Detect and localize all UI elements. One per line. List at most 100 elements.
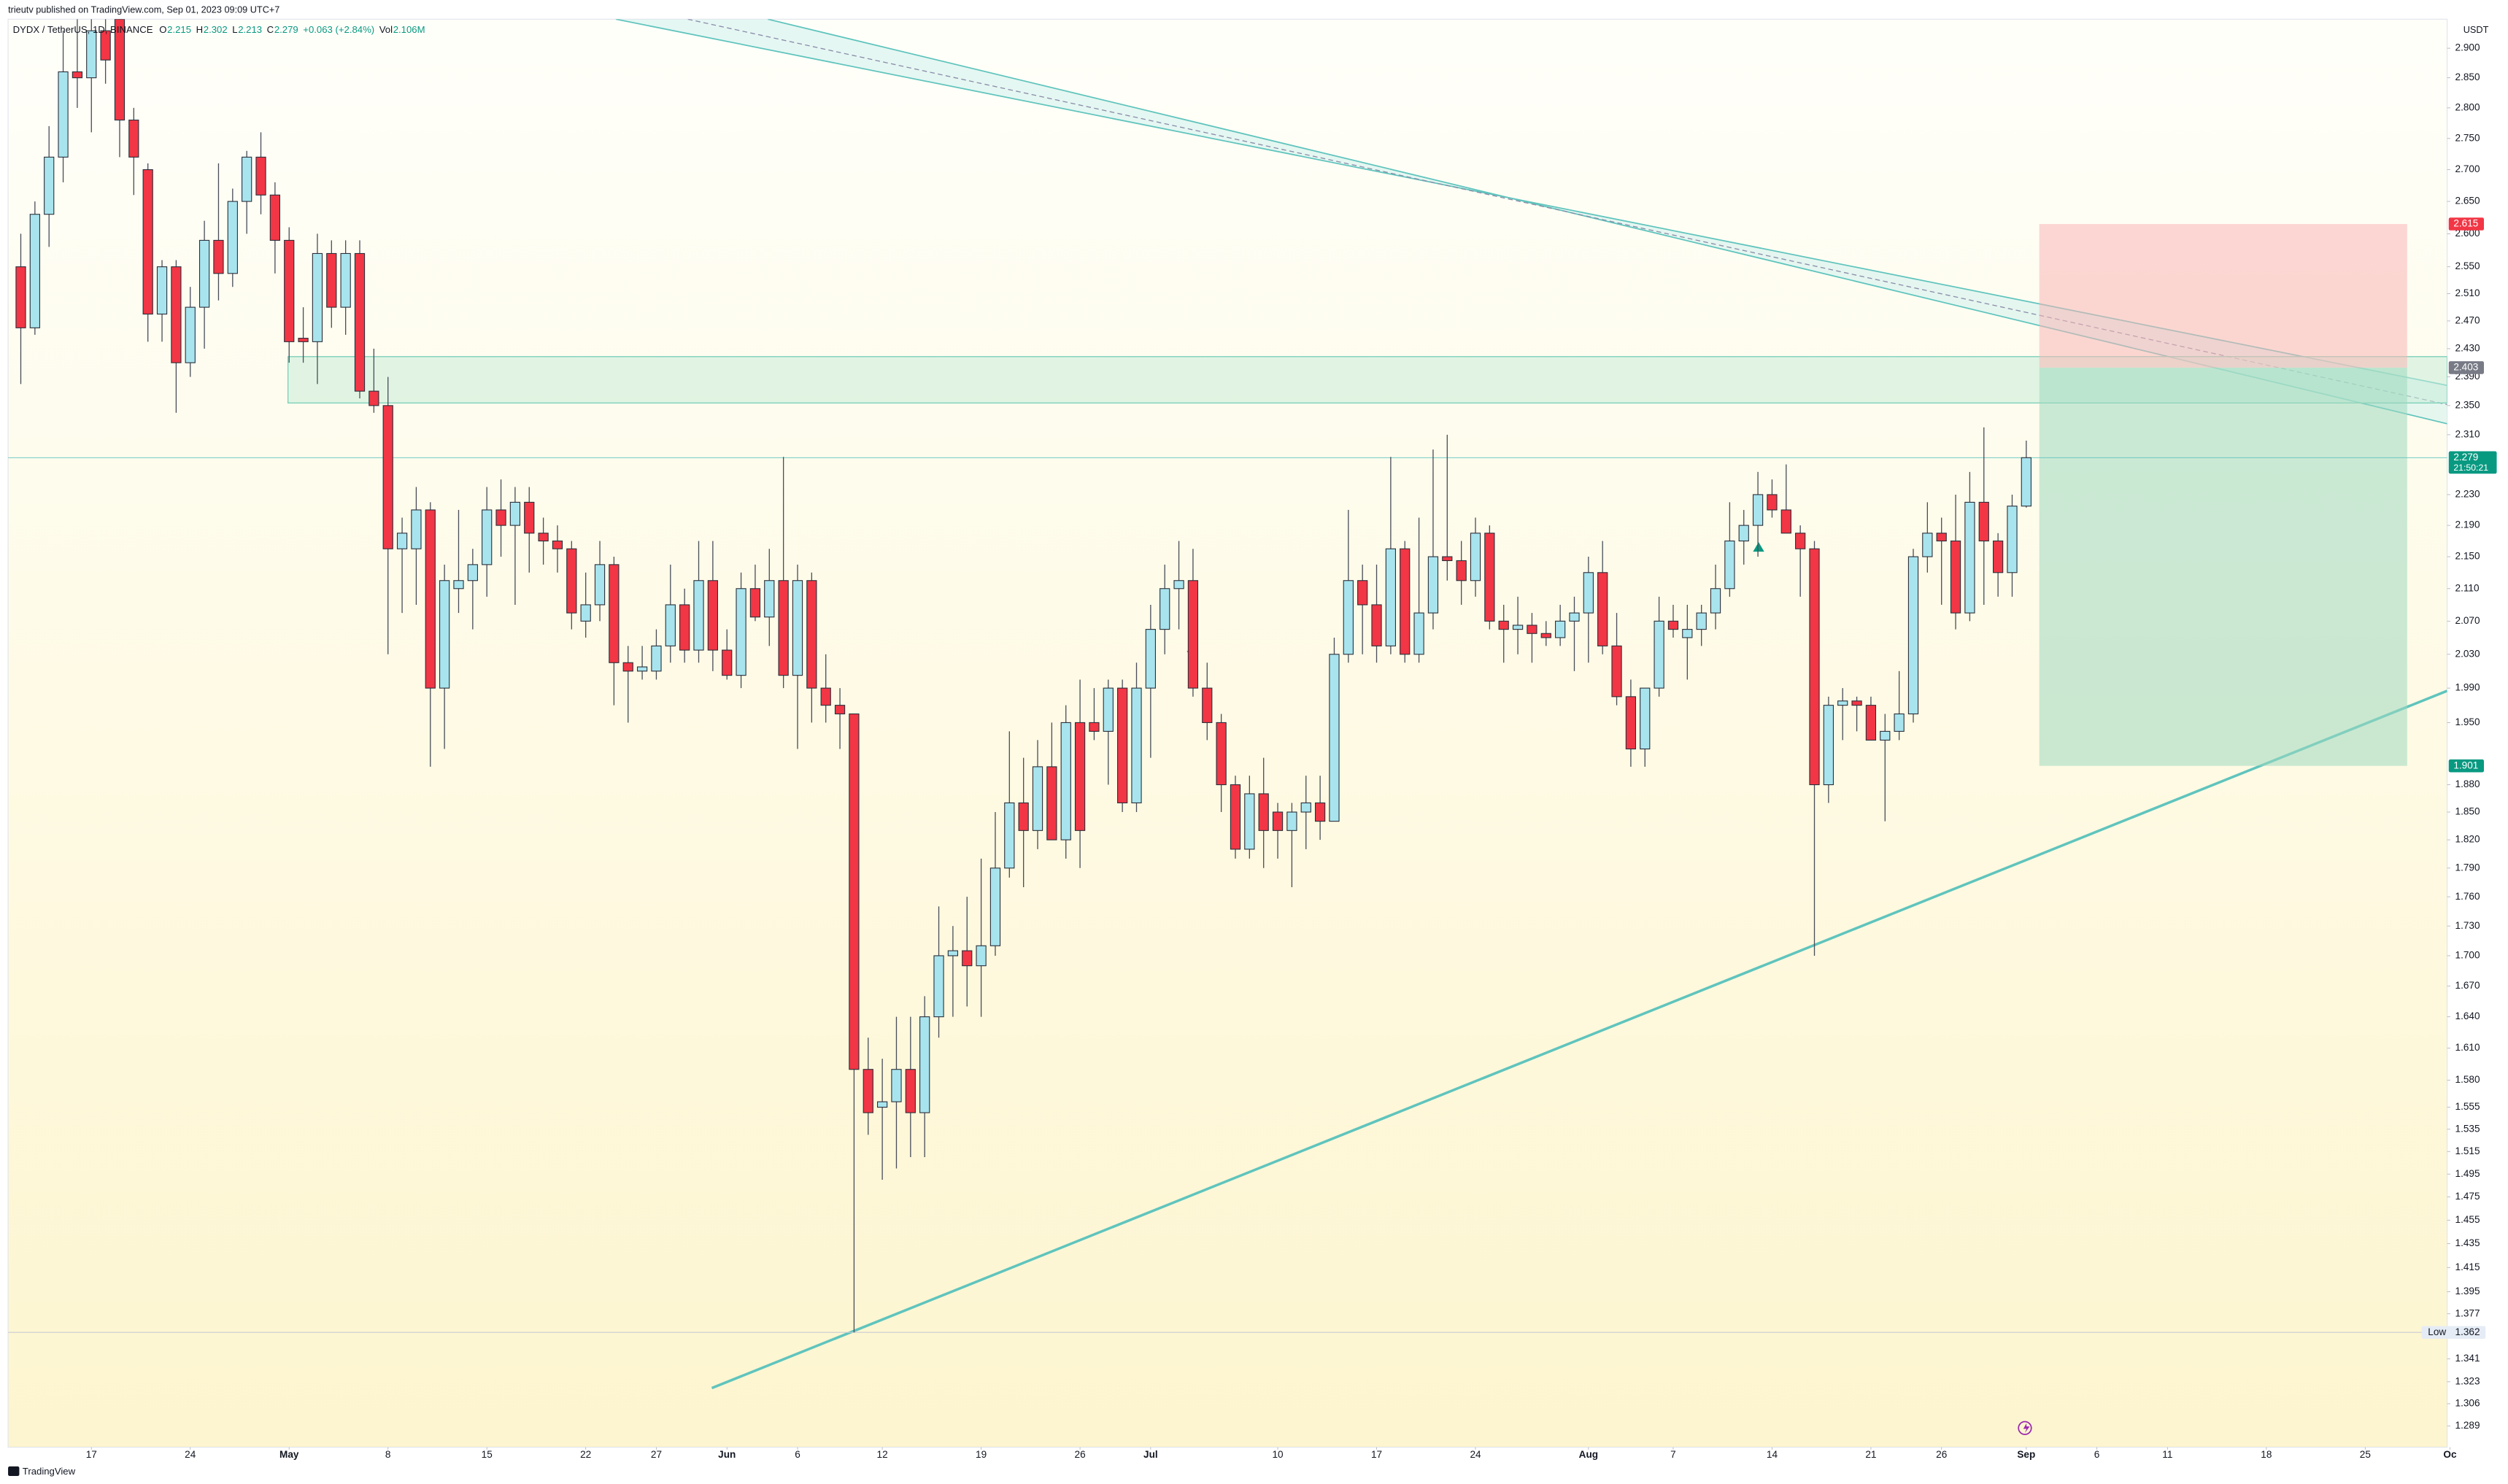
price-tag <box>2448 217 2485 231</box>
y-tick-label: 1.555 <box>2455 1101 2480 1112</box>
candle-body <box>1682 629 1693 638</box>
legend: DYDX / TetherUS, 1D, BINANCE O 2.215 H 2.30… <box>13 24 425 35</box>
legend-item: O <box>159 24 166 35</box>
candle-body <box>411 509 422 549</box>
candle-body <box>1314 802 1326 822</box>
candle-body <box>1089 722 1100 732</box>
candle-body <box>636 666 648 672</box>
candle-body <box>326 252 337 308</box>
candle-body <box>369 390 379 406</box>
y-tick-label: 1.610 <box>2455 1042 2480 1053</box>
legend-item: 2.215 <box>167 24 191 35</box>
x-tick-label: 8 <box>385 1449 391 1460</box>
target-zone <box>2039 367 2407 766</box>
candle-body <box>1992 540 2004 573</box>
candle-body <box>1823 705 1834 786</box>
candle-body <box>86 30 97 79</box>
candle-body <box>1329 654 1340 822</box>
candle-body <box>1343 580 1354 655</box>
candle-body <box>114 19 126 121</box>
candle-body <box>905 1069 916 1113</box>
event-icon[interactable] <box>2018 1421 2032 1435</box>
x-tick-label: 21 <box>1865 1449 1876 1460</box>
candle-body <box>707 580 718 651</box>
legend-item: +0.063 (+2.84%) <box>303 24 374 35</box>
candle-body <box>693 580 704 651</box>
x-tick-label: 17 <box>86 1449 97 1460</box>
candle-body <box>651 645 662 672</box>
candle-body <box>1540 633 1551 638</box>
candle-body <box>100 30 111 61</box>
price-tag-label: 1.901 <box>2453 760 2478 770</box>
x-tick-label: Sep <box>2017 1449 2035 1460</box>
candle-body <box>1456 560 1467 581</box>
low-value: 1.362 <box>2455 1326 2480 1337</box>
y-tick-label: 1.820 <box>2455 834 2480 845</box>
y-tick-label: 2.070 <box>2455 615 2480 626</box>
candle-body <box>185 306 196 363</box>
candle-body <box>1117 687 1128 804</box>
y-tick-label: 1.306 <box>2455 1398 2480 1409</box>
countdown: 21:50:21 <box>2453 463 2488 473</box>
candle-body <box>1400 548 1411 655</box>
candle-body <box>482 509 493 565</box>
candle-body <box>1667 620 1679 630</box>
candle-body <box>1300 802 1311 813</box>
y-tick-label: 1.341 <box>2455 1353 2480 1364</box>
candle-body <box>1597 572 1608 646</box>
candle-body <box>1880 730 1891 741</box>
y-tick-label: 1.670 <box>2455 980 2480 991</box>
candle-body <box>820 687 831 706</box>
legend-item: 2.302 <box>204 24 228 35</box>
candle-body <box>665 604 676 646</box>
candle-body <box>1244 793 1255 850</box>
y-tick-label: 1.515 <box>2455 1145 2480 1156</box>
x-tick-label: 17 <box>1371 1449 1382 1460</box>
y-tick-label: 2.750 <box>2455 132 2480 143</box>
y-tick-label: 2.030 <box>2455 648 2480 659</box>
candle-body <box>227 201 238 274</box>
candle-body <box>2007 506 2018 573</box>
y-tick-label: 2.510 <box>2455 287 2480 298</box>
candle-body <box>538 533 549 542</box>
candle-body <box>142 169 153 315</box>
x-tick-label: 6 <box>795 1449 800 1460</box>
candle-body <box>876 1101 888 1108</box>
candle-body <box>1060 722 1071 840</box>
candle-body <box>1710 588 1721 614</box>
candle-body <box>1371 604 1382 646</box>
candle-body <box>1230 784 1241 850</box>
candle-body <box>58 71 69 158</box>
candle-body <box>1357 580 1368 606</box>
candle-body <box>467 564 478 581</box>
candle-body <box>128 119 139 158</box>
candle-body <box>1272 811 1284 831</box>
candle-body <box>1625 696 1637 750</box>
candle-body <box>15 266 26 328</box>
y-tick-label: 1.289 <box>2455 1420 2480 1431</box>
x-tick-label: 24 <box>185 1449 196 1460</box>
candle-body <box>1216 722 1227 786</box>
candle-body <box>933 955 944 1018</box>
y-tick-label: 1.880 <box>2455 778 2480 789</box>
candle-body <box>1498 620 1509 630</box>
candle-body <box>1018 802 1029 831</box>
y-tick-label: 1.950 <box>2455 716 2480 727</box>
y-tick-label: 1.495 <box>2455 1168 2480 1179</box>
candle-body <box>29 214 40 328</box>
candle-body <box>1611 645 1622 697</box>
price-tag-label: 2.403 <box>2453 362 2478 373</box>
y-tick-label: 1.760 <box>2455 891 2480 902</box>
y-tick-label: 1.730 <box>2455 920 2480 931</box>
candle-body <box>1385 548 1397 646</box>
y-tick-label: 1.850 <box>2455 806 2480 817</box>
candle-body <box>919 1016 930 1113</box>
y-tick-label: 2.700 <box>2455 163 2480 174</box>
buy-marker <box>1753 542 1764 552</box>
x-tick-label: 24 <box>1470 1449 1481 1460</box>
x-tick-label: 12 <box>877 1449 888 1460</box>
candle-body <box>722 649 733 676</box>
y-tick-label: 1.323 <box>2455 1375 2480 1386</box>
y-tick-label: 1.535 <box>2455 1123 2480 1134</box>
candle-body <box>594 564 606 606</box>
